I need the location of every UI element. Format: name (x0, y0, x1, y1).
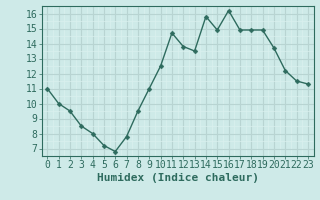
X-axis label: Humidex (Indice chaleur): Humidex (Indice chaleur) (97, 173, 259, 183)
